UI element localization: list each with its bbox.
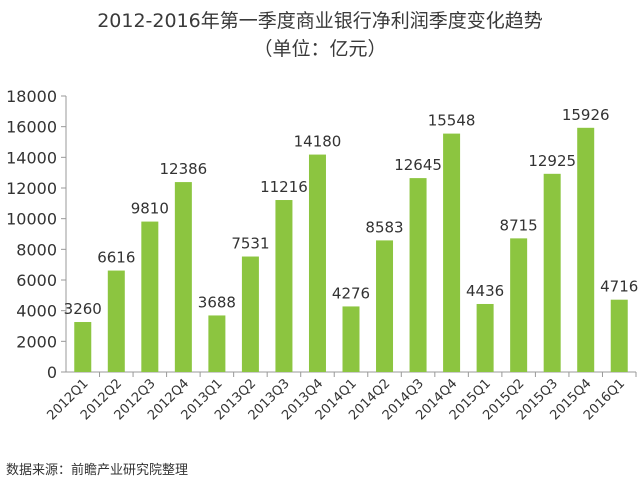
data-label: 3260 xyxy=(64,300,102,318)
bar xyxy=(577,127,595,372)
source-note: 数据来源：前瞻产业研究院整理 xyxy=(6,463,189,478)
bar xyxy=(308,154,326,372)
data-label: 4436 xyxy=(466,282,504,300)
bar xyxy=(409,178,427,372)
bar xyxy=(476,303,494,372)
y-tick-label: 12000 xyxy=(6,179,57,198)
bar xyxy=(342,306,360,372)
y-tick-label: 6000 xyxy=(16,271,57,290)
y-tick-label: 16000 xyxy=(6,118,57,137)
bar xyxy=(174,182,192,372)
bar xyxy=(141,221,159,372)
y-tick-label: 0 xyxy=(47,363,57,382)
data-label: 3688 xyxy=(198,293,236,311)
data-label: 4276 xyxy=(332,284,370,302)
data-label: 7531 xyxy=(231,235,269,253)
bar xyxy=(107,270,125,372)
data-label: 6616 xyxy=(97,249,135,267)
y-tick-label: 2000 xyxy=(16,332,57,351)
data-label: 11216 xyxy=(260,178,308,196)
data-label: 9810 xyxy=(131,200,169,218)
data-label: 15926 xyxy=(562,106,610,124)
bar xyxy=(208,315,226,372)
bar xyxy=(443,133,461,372)
bar xyxy=(376,240,394,372)
y-tick-label: 4000 xyxy=(16,302,57,321)
data-label: 15548 xyxy=(428,112,476,130)
bar xyxy=(241,256,259,372)
y-tick-label: 10000 xyxy=(6,210,57,229)
data-label: 12645 xyxy=(394,156,442,174)
data-label: 14180 xyxy=(294,133,342,151)
bar xyxy=(74,322,92,372)
chart-title: 2012-2016年第一季度商业银行净利润季度变化趋势 xyxy=(97,10,543,32)
data-label: 12925 xyxy=(528,152,576,170)
y-tick-label: 14000 xyxy=(6,148,57,167)
bar xyxy=(510,238,528,372)
chart-subtitle: （单位：亿元） xyxy=(253,38,387,60)
bar xyxy=(543,173,561,372)
data-label: 4716 xyxy=(600,278,638,296)
bar xyxy=(610,299,628,372)
bar xyxy=(275,200,293,372)
data-label: 12386 xyxy=(159,160,207,178)
y-tick-label: 8000 xyxy=(16,240,57,259)
y-tick-label: 18000 xyxy=(6,87,57,106)
data-label: 8583 xyxy=(365,218,403,236)
data-label: 8715 xyxy=(500,216,538,234)
